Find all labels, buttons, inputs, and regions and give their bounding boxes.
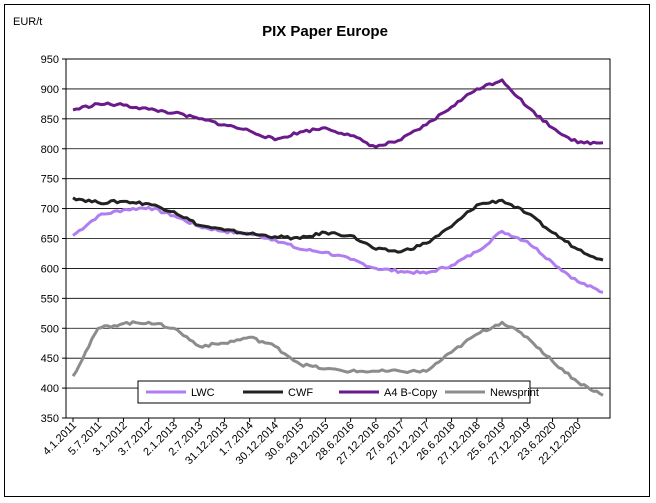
series-line-a4-b-copy	[72, 78, 604, 149]
legend: LWC CWF A4 B-Copy Newsprint	[137, 380, 539, 404]
legend-label: CWF	[288, 387, 313, 399]
y-axis-ticks: 350 400 450 500 550 600 650 700 750 800 850 900 950	[41, 54, 66, 425]
legend-label: LWC	[191, 387, 215, 399]
y-tick-label: 350	[41, 413, 59, 425]
legend-label: Newsprint	[490, 387, 539, 399]
x-axis-ticks: 4.1.20115.7.20113.1.20123.7.20122.1.2013…	[41, 418, 584, 467]
chart-title: PIX Paper Europe	[262, 23, 388, 40]
chart-frame: 350 400 450 500 550 600 650 700 750 800 850 900 950 …	[4, 4, 650, 497]
y-tick-label: 900	[41, 84, 59, 96]
y-tick-label: 450	[41, 353, 59, 365]
y-axis-unit: EUR/t	[13, 16, 42, 28]
y-tick-label: 550	[41, 293, 59, 305]
y-tick-label: 400	[41, 383, 59, 395]
series-line-lwc	[72, 205, 604, 294]
y-tick-label: 600	[41, 263, 59, 275]
y-tick-label: 850	[41, 114, 59, 126]
series-line-newsprint	[71, 320, 604, 397]
y-tick-label: 950	[41, 54, 59, 66]
legend-label: A4 B-Copy	[384, 387, 438, 399]
series-line-cwf	[72, 196, 604, 262]
y-tick-label: 700	[41, 204, 59, 216]
y-tick-label: 500	[41, 323, 59, 335]
y-tick-label: 650	[41, 234, 59, 246]
legend-box	[137, 380, 531, 404]
y-tick-label: 750	[41, 174, 59, 186]
line-chart: 350400450500550600650700750800850900950 …	[13, 16, 611, 467]
series-lines	[71, 78, 604, 397]
y-tick-label: 800	[41, 144, 59, 156]
